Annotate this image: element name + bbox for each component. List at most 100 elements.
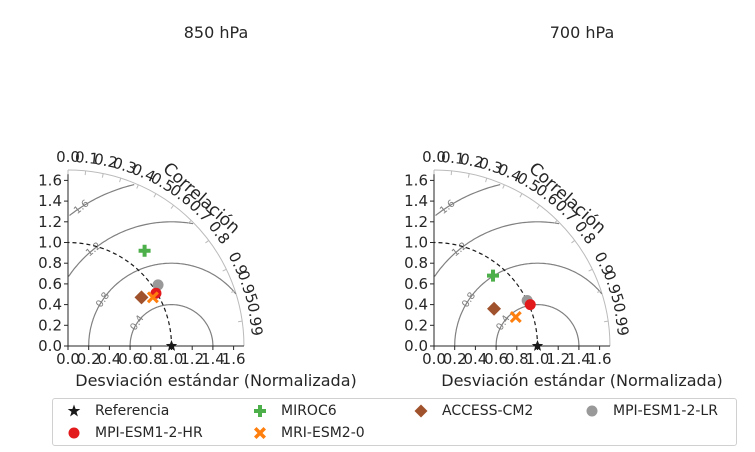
legend: Referencia MIROC6 ACCESS-CM2 MPI-ESM1-2-…	[52, 398, 737, 446]
y-tick-label: 1.0	[38, 234, 62, 252]
rms-contour	[454, 262, 603, 346]
marker-mri-esm2-0	[509, 311, 522, 324]
y-tick-label: 0.2	[404, 316, 428, 334]
corr-tick-label: 0.1	[440, 148, 466, 168]
x-tick-label: 1.2	[546, 350, 570, 368]
x-tick-label: 0.2	[443, 350, 467, 368]
y-tick-label: 0.6	[38, 275, 62, 293]
marker-miroc6	[138, 244, 151, 257]
reference-arc	[67, 241, 173, 347]
x-tick-label: 0.4	[97, 350, 121, 368]
rms-label: 1.2	[450, 240, 469, 259]
x-tick-label: 0.4	[463, 350, 487, 368]
corr-tick	[553, 219, 558, 224]
marker-referencia	[165, 340, 178, 351]
x-tick-label: 0.2	[77, 350, 101, 368]
panel-title: 850 hPa	[184, 23, 249, 42]
marker-mpi-esm1-2-hr	[524, 299, 536, 311]
y-tick-label: 0.4	[38, 296, 62, 314]
x-tick-label: 0.8	[139, 350, 163, 368]
corr-tick	[502, 184, 505, 189]
y-tick-label: 0.4	[404, 296, 428, 314]
corr-tick	[519, 193, 523, 198]
corr-tick-label: 0.0	[56, 148, 80, 166]
rms-label: 0.8	[94, 290, 112, 309]
corr-tick-label: 0.2	[92, 150, 119, 172]
legend-label-mri-esm2-0: MRI-ESM2-0	[281, 425, 365, 441]
corr-tick-label: 0.1	[74, 148, 100, 168]
legend-label-miroc6: MIROC6	[281, 403, 337, 419]
corr-tick	[222, 268, 227, 272]
marker-referencia	[531, 340, 544, 351]
marker-mpi-esm1-2-lr	[152, 279, 164, 291]
corr-tick	[205, 240, 210, 244]
corr-tick	[136, 184, 139, 189]
x-tick-label: 0.6	[118, 350, 142, 368]
panel-title: 700 hPa	[550, 23, 615, 42]
y-tick-label: 1.4	[404, 192, 428, 210]
x-tick-label: 1.0	[526, 350, 550, 368]
x-tick-label: 1.4	[201, 350, 225, 368]
y-tick-label: 0.6	[404, 275, 428, 293]
corr-tick	[153, 193, 157, 198]
taylor-panel-1: 0.40.81.21.60.00.00.20.20.40.40.60.60.80…	[404, 23, 723, 390]
x-tick-label: 1.0	[160, 350, 184, 368]
x-axis-label: Desviación estándar (Normalizada)	[441, 371, 722, 390]
x-tick-label: 0.0	[422, 350, 446, 368]
taylor-panel-0: 0.40.81.21.60.00.00.20.20.40.40.60.60.80…	[38, 23, 357, 390]
rms-contour	[434, 221, 560, 277]
marker-mri-esm2-0	[146, 291, 159, 304]
x-tick-label: 0.8	[505, 350, 529, 368]
y-tick-label: 1.6	[38, 171, 62, 189]
legend-label-mpi-esm1-2-hr: MPI-ESM1-2-HR	[95, 425, 203, 441]
corr-tick	[170, 204, 174, 209]
corr-tick	[588, 268, 593, 272]
legend-x-icon	[254, 427, 266, 439]
legend-circle-icon	[586, 405, 598, 417]
x-tick-label: 0.6	[484, 350, 508, 368]
x-tick-label: 1.2	[180, 350, 204, 368]
corr-tick	[467, 173, 470, 178]
y-tick-label: 0.2	[38, 316, 62, 334]
x-tick-label: 0.0	[56, 350, 80, 368]
corr-tick-label: 0.0	[422, 148, 446, 166]
x-tick-label: 1.4	[567, 350, 591, 368]
y-tick-label: 1.2	[404, 213, 428, 231]
y-tick-label: 1.4	[38, 192, 62, 210]
y-tick-label: 0.8	[404, 254, 428, 272]
legend-diamond-icon	[414, 404, 428, 418]
y-tick-label: 0.0	[38, 337, 62, 355]
corr-tick	[101, 173, 104, 178]
y-tick-label: 1.2	[38, 213, 62, 231]
x-axis-label: Desviación estándar (Normalizada)	[75, 371, 356, 390]
y-tick-label: 1.6	[404, 171, 428, 189]
y-tick-label: 0.8	[38, 254, 62, 272]
legend-circle-icon	[68, 427, 80, 439]
outer-arc	[433, 169, 611, 347]
marker-access-cm2	[134, 290, 149, 305]
legend-star-icon	[67, 404, 81, 417]
rms-contour	[129, 304, 214, 346]
rms-label: 0.4	[495, 313, 513, 332]
corr-tick	[231, 290, 236, 293]
reference-arc	[433, 241, 539, 347]
corr-tick	[238, 320, 243, 323]
outer-arc	[67, 169, 245, 347]
rms-label: 1.2	[84, 240, 103, 259]
rms-contour	[88, 262, 237, 346]
corr-tick	[187, 219, 192, 224]
y-tick-label: 1.0	[404, 234, 428, 252]
corr-tick	[119, 178, 122, 183]
corr-tick-label: 0.99	[610, 302, 633, 338]
legend-label-access-cm2: ACCESS-CM2	[442, 403, 534, 419]
corr-tick	[571, 240, 576, 244]
corr-tick	[536, 204, 540, 209]
corr-tick	[485, 178, 488, 183]
marker-access-cm2	[487, 301, 502, 316]
rms-label: 1.6	[438, 198, 457, 217]
corr-tick	[597, 290, 602, 293]
taylor-diagrams: 0.40.81.21.60.00.00.20.20.40.40.60.60.80…	[38, 23, 723, 390]
rms-contour	[495, 304, 580, 346]
legend-plus-icon	[254, 405, 266, 417]
legend-label-referencia: Referencia	[95, 403, 170, 419]
